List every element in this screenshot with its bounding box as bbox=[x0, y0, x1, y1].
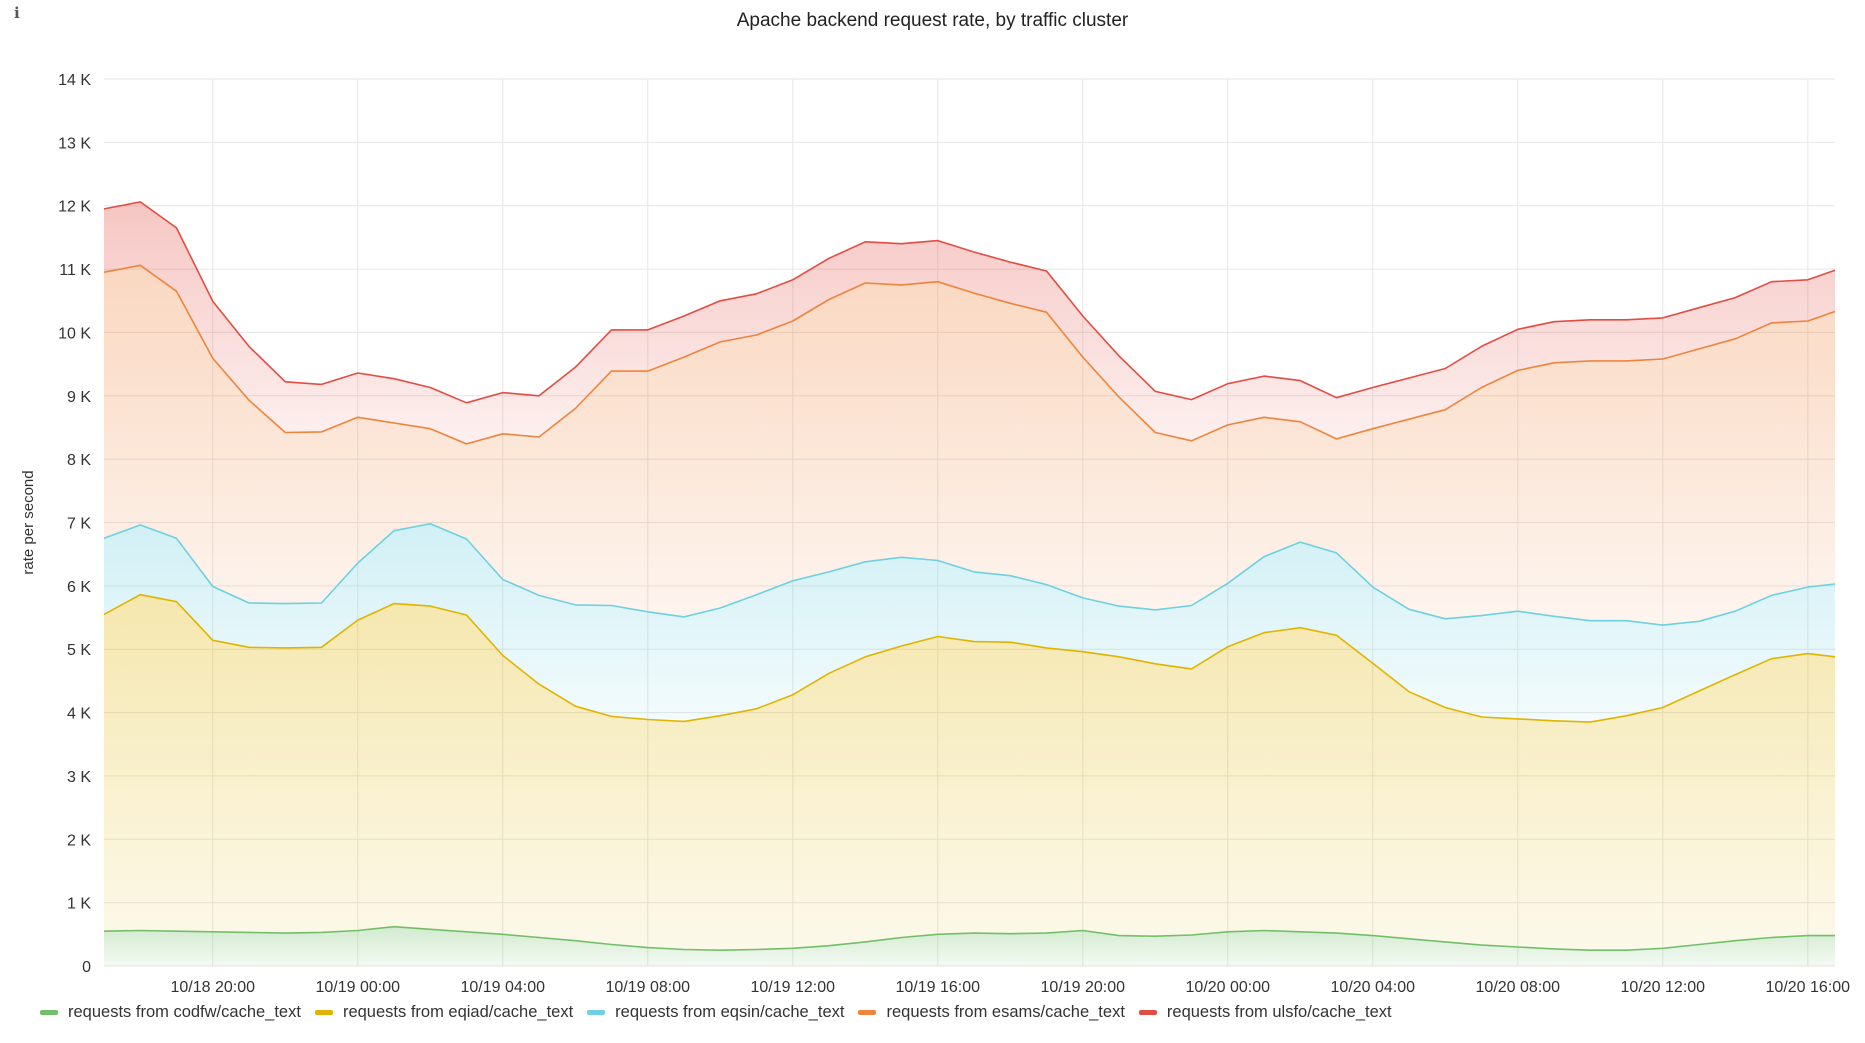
x-tick-label: 10/19 20:00 bbox=[1041, 979, 1126, 996]
area-fill-requests-from-esams-cache-text bbox=[104, 265, 1835, 626]
series-line-requests-from-codfw-cache-text bbox=[103, 925, 1835, 952]
y-tick-label: 10 K bbox=[58, 325, 91, 342]
legend-label-esams: requests from esams/cache_text bbox=[886, 1002, 1125, 1021]
x-tick-label: 10/20 16:00 bbox=[1766, 979, 1851, 996]
legend-swatch-esams bbox=[858, 1009, 877, 1015]
y-tick-label: 3 K bbox=[67, 769, 91, 786]
legend-label-eqiad: requests from eqiad/cache_text bbox=[342, 1002, 574, 1021]
x-tick-label: 10/19 12:00 bbox=[751, 979, 836, 996]
y-tick-label: 2 K bbox=[67, 832, 91, 849]
x-tick-label: 10/18 20:00 bbox=[170, 979, 255, 996]
area-fill-requests-from-codfw-cache-text bbox=[104, 926, 1835, 966]
y-tick-label: 5 K bbox=[67, 642, 91, 659]
legend-swatch-codfw bbox=[40, 1009, 58, 1015]
legend-item-eqiad[interactable]: requests from eqiad/cache_text bbox=[314, 1002, 574, 1022]
x-tick-label: 10/20 00:00 bbox=[1186, 979, 1271, 996]
y-tick-label: 6 K bbox=[67, 579, 91, 596]
y-tick-label: 4 K bbox=[67, 706, 91, 723]
series-line-requests-from-esams-cache-text bbox=[103, 264, 1836, 445]
y-tick-label: 7 K bbox=[67, 516, 91, 533]
legend-item-eqsin[interactable]: requests from eqsin/cache_text bbox=[587, 1003, 844, 1022]
legend-swatch-ulsfo bbox=[1138, 1009, 1157, 1015]
legend-item-ulsfo[interactable]: requests from ulsfo/cache_text bbox=[1138, 1002, 1392, 1022]
y-tick-label: 11 K bbox=[59, 262, 91, 279]
x-tick-label: 10/19 16:00 bbox=[896, 979, 981, 996]
y-axis-label: rate per second bbox=[20, 470, 37, 574]
x-tick-label: 10/19 00:00 bbox=[315, 979, 400, 996]
area-fill-requests-from-ulsfo-cache-text bbox=[104, 201, 1835, 444]
area-fill-requests-from-eqsin-cache-text bbox=[104, 523, 1835, 723]
panel-title[interactable]: Apache backend request rate, by traffic … bbox=[736, 10, 1129, 31]
y-tick-label: 0 bbox=[82, 959, 91, 976]
legend-swatch-eqiad bbox=[314, 1009, 333, 1015]
legend-item-esams[interactable]: requests from esams/cache_text bbox=[858, 1002, 1125, 1022]
series-line-requests-from-eqsin-cache-text bbox=[103, 522, 1836, 626]
legend-label-ulsfo: requests from ulsfo/cache_text bbox=[1166, 1002, 1392, 1021]
x-tick-label: 10/19 08:00 bbox=[606, 979, 691, 996]
y-tick-label: 9 K bbox=[67, 389, 91, 406]
series-line-requests-from-ulsfo-cache-text bbox=[103, 201, 1836, 404]
legend-swatch-eqsin bbox=[587, 1009, 606, 1015]
x-tick-label: 10/20 12:00 bbox=[1621, 979, 1706, 996]
stacked-area-chart[interactable]: 0 1 K 2 K 3 K 4 K 5 K 6 K 7 K 8 K 9 K 10 K 11 K 12 K… bbox=[0, 0, 1865, 1000]
legend-label-codfw: requests from codfw/cache_text bbox=[68, 1002, 301, 1021]
x-tick-label: 10/20 08:00 bbox=[1476, 979, 1561, 996]
area-fill-requests-from-eqiad-cache-text bbox=[104, 594, 1835, 951]
y-tick-label: 14 K bbox=[58, 72, 91, 89]
series-line-requests-from-eqiad-cache-text bbox=[103, 593, 1836, 723]
y-tick-label: 13 K bbox=[58, 135, 91, 152]
info-icon[interactable]: i bbox=[14, 4, 20, 22]
legend-label-eqsin: requests from eqsin/cache_text bbox=[615, 1002, 845, 1021]
legend-item-codfw[interactable]: requests from codfw/cache_text bbox=[40, 1003, 301, 1022]
y-tick-label: 1 K bbox=[67, 896, 91, 913]
x-tick-label: 10/20 04:00 bbox=[1331, 979, 1416, 996]
x-tick-label: 10/19 04:00 bbox=[460, 979, 545, 996]
legend: requests from codfw/cache_text requests … bbox=[40, 1000, 1406, 1024]
y-tick-label: 12 K bbox=[58, 199, 91, 216]
y-tick-label: 8 K bbox=[67, 452, 91, 469]
